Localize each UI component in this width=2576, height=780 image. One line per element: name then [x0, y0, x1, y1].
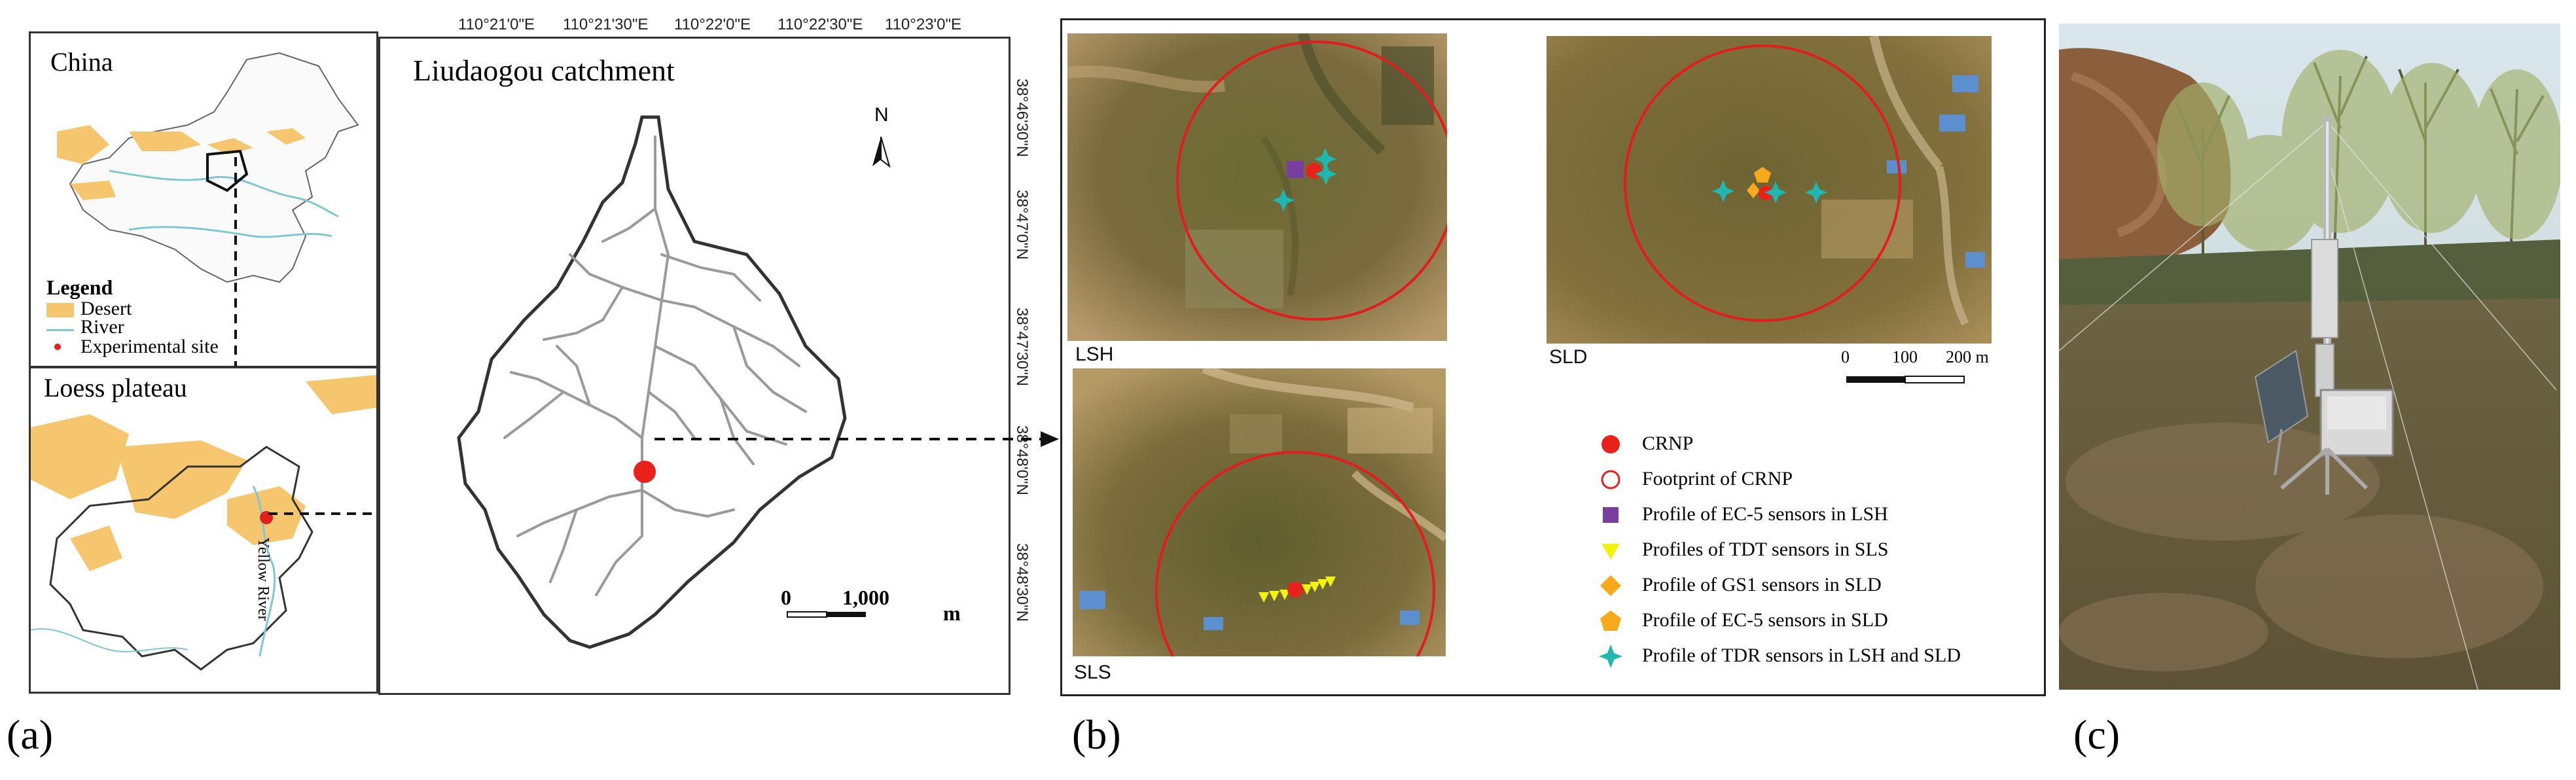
legend-tdr-label: Profile of TDR sensors in LSH and SLD [1642, 645, 1961, 666]
sld-label: SLD [1549, 346, 1588, 368]
legend-site-label: Experimental site [80, 336, 219, 357]
catchment-to-sites-arrow [654, 431, 1059, 447]
legend-footprint-label: Footprint of CRNP [1642, 468, 1793, 489]
scale-end-label: 1,000 [842, 586, 889, 609]
sls-label: SLS [1074, 662, 1111, 683]
scale-start-label: 0 [781, 586, 791, 609]
panel-a-label: (a) [7, 711, 54, 758]
china-map-box: China Legend Desert River Experimental s… [29, 31, 378, 368]
yellow-river-label: Yellow River [255, 537, 272, 621]
legend-gs1-sld-symbol [1600, 575, 1621, 596]
legend-river-label: River [80, 316, 124, 338]
catchment-scale-bar [787, 611, 866, 618]
sld-image [1547, 36, 1992, 344]
legend-footprint-symbol [1601, 470, 1620, 489]
legend-river-swatch [46, 329, 74, 331]
lat-tick-3: 38°47'30"N [1013, 308, 1031, 387]
legend-ec5-sld-symbol [1600, 611, 1621, 631]
catchment-map [457, 115, 891, 649]
panel-c-label: (c) [2073, 711, 2120, 758]
china-map [57, 52, 359, 283]
legend-tdt-sls-label: Profiles of TDT sensors in SLS [1642, 539, 1889, 560]
field-photo [2059, 24, 2560, 690]
legend-tdt-sls-symbol [1601, 544, 1620, 559]
legend-gs1-sld-label: Profile of GS1 sensors in SLD [1642, 574, 1882, 595]
sites-scale-mid: 100 [1892, 347, 1918, 366]
legend-ec5-sld-label: Profile of EC-5 sensors in SLD [1642, 609, 1888, 631]
sls-image [1073, 368, 1446, 656]
lat-tick-5: 38°48'30"N [1013, 543, 1031, 622]
legend-tdr-symbol [1599, 645, 1622, 668]
catchment-title: Liudaogou catchment [413, 54, 675, 87]
loess-map [31, 375, 376, 671]
north-label: N [874, 104, 889, 126]
legend-site-marker [54, 344, 61, 350]
legend-desert-swatch [46, 303, 74, 317]
panel-b-frame: LSH SLD [1060, 18, 2046, 696]
loess-map-title: Loess plateau [44, 373, 187, 402]
sites-scale-end: 200 m [1946, 347, 1989, 366]
china-map-title: China [50, 47, 113, 77]
lat-tick-1: 38°46'30"N [1013, 79, 1031, 158]
north-arrow-icon [872, 136, 891, 168]
lsh-image [1067, 33, 1447, 341]
lon-tick-1: 110°21'0"E [458, 16, 535, 33]
legend-desert-label: Desert [80, 298, 132, 319]
panel-b-label: (b) [1072, 711, 1121, 758]
loess-map-box: Loess plateau Yellow River [29, 366, 378, 694]
legend-ec5-lsh-symbol [1603, 507, 1619, 523]
sites-scale-bar [1846, 376, 1965, 383]
legend-crnp-label: CRNP [1642, 433, 1694, 454]
lat-tick-2: 38°47'0"N [1013, 190, 1031, 260]
sites-scale-start: 0 [1841, 347, 1850, 366]
legend-ec5-lsh-label: Profile of EC-5 sensors in LSH [1642, 503, 1888, 525]
catchment-map-box: Liudaogou catchment N 0 1,000 m [378, 37, 1011, 695]
lon-tick-5: 110°23'0"E [885, 16, 962, 33]
lon-tick-3: 110°22'0"E [674, 16, 751, 33]
scale-unit-label: m [943, 601, 961, 625]
lon-tick-2: 110°21'30"E [563, 16, 649, 33]
legend-title: Legend [46, 275, 113, 299]
lsh-label: LSH [1075, 344, 1114, 365]
legend-crnp-symbol [1601, 435, 1620, 453]
lon-tick-4: 110°22'30"E [778, 16, 863, 33]
